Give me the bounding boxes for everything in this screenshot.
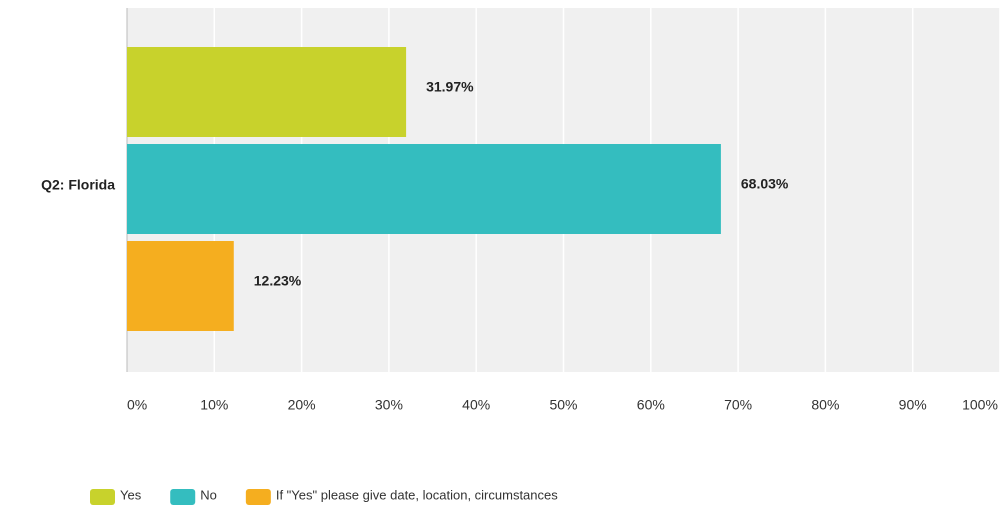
x-tick-label: 80% — [811, 397, 839, 413]
x-tick-label: 0% — [127, 397, 147, 413]
legend-label: If "Yes" please give date, location, cir… — [276, 487, 558, 502]
x-tick-label: 20% — [288, 397, 316, 413]
legend-label: No — [200, 487, 217, 502]
data-label: 31.97% — [426, 79, 474, 95]
bar — [127, 47, 407, 137]
legend-swatch — [245, 489, 271, 505]
bar — [127, 241, 234, 331]
x-tick-label: 60% — [637, 397, 665, 413]
y-tick-label: Q2: Florida — [41, 177, 115, 193]
data-label: 68.03% — [741, 176, 789, 192]
x-tick-label: 100% — [962, 397, 998, 413]
x-tick-label: 40% — [462, 397, 490, 413]
data-label: 12.23% — [254, 273, 302, 289]
x-tick-label: 50% — [549, 397, 577, 413]
legend-label: Yes — [120, 487, 142, 502]
x-tick-label: 70% — [724, 397, 752, 413]
legend-swatch — [170, 489, 196, 505]
x-tick-label: 10% — [200, 397, 228, 413]
x-tick-label: 30% — [375, 397, 403, 413]
bar — [127, 144, 721, 234]
legend-swatch — [90, 489, 115, 505]
x-tick-label: 90% — [899, 397, 927, 413]
